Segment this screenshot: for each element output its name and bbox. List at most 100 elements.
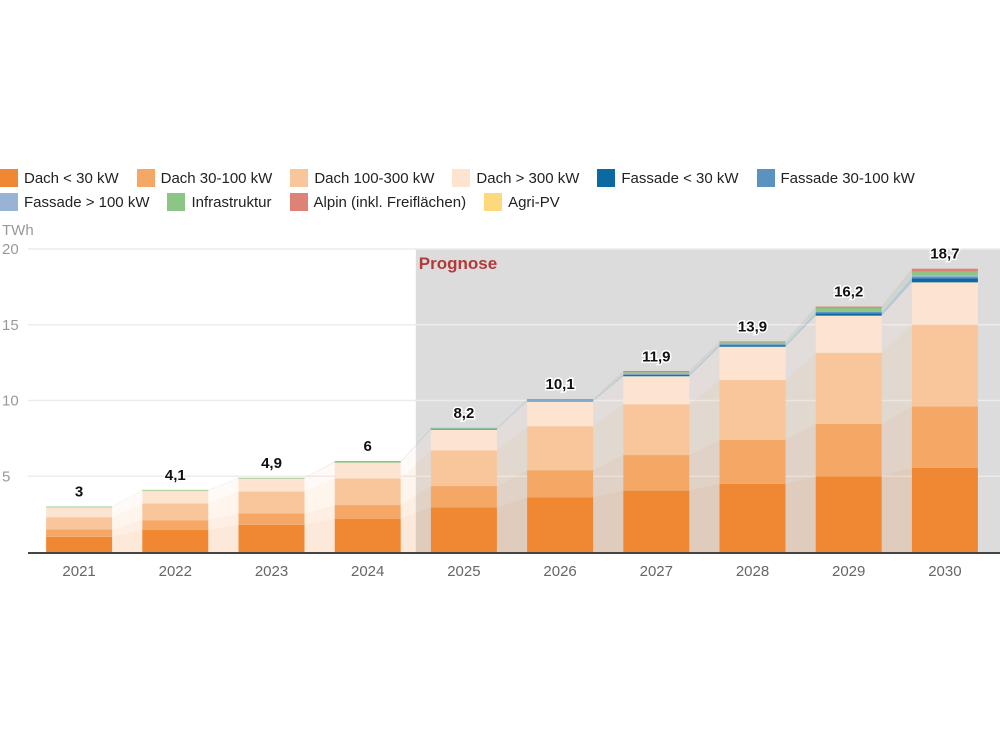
bar-segment-dach-30-100-kw (142, 520, 209, 531)
bar-segment-infrastruktur (911, 271, 978, 276)
bar-segment-dach-30-kw (911, 467, 978, 552)
legend-swatch (289, 193, 308, 211)
connector-area (112, 489, 143, 508)
legend-label: Dach 30-100 kW (160, 169, 273, 187)
connector-area (400, 428, 431, 463)
legend-swatch (484, 193, 503, 211)
bar-segment-dach-300-kw (46, 507, 113, 518)
bar-segment-alpin-inkl-freifl-chen (815, 306, 882, 308)
legend-swatch (290, 169, 309, 187)
connector-area (304, 478, 335, 514)
connector-area (400, 427, 431, 463)
y-tick-label: 15 (2, 317, 19, 334)
connector-area (112, 520, 143, 537)
connector-area (881, 278, 912, 316)
connector-area (400, 429, 431, 479)
connector-area (304, 518, 335, 552)
bar-segment-fassade-100-kw (623, 373, 690, 375)
connector-area (593, 370, 624, 400)
connector-area (881, 282, 912, 353)
bar-segment-dach-100-300-kw (334, 478, 401, 506)
bar-segment-dach-100-300-kw (46, 517, 113, 530)
x-tick-label: 2027 (640, 563, 673, 580)
legend-swatch (0, 169, 18, 187)
x-tick-label: 2028 (736, 563, 769, 580)
connector-area (112, 503, 143, 530)
bar-segment-dach-30-kw (334, 518, 401, 552)
bar-segment-fassade-30-100-kw (815, 312, 882, 314)
connector-area (689, 342, 720, 374)
x-tick-label: 2029 (832, 563, 865, 580)
connector-area (304, 505, 335, 525)
connector-area (593, 374, 624, 401)
legend-item-fassade-30-100-kw: Fassade 30-100 kW (756, 169, 915, 187)
connector-area (881, 324, 912, 424)
x-tick-label: 2030 (928, 563, 961, 580)
total-label: 6 (364, 438, 372, 455)
bar-segment-dach-300-kw (430, 429, 497, 451)
bar-segment-dach-30-kw (719, 483, 786, 552)
bar-segment-dach-300-kw (334, 462, 401, 479)
legend-label: Dach > 300 kW (476, 169, 580, 187)
connector-area (689, 341, 720, 373)
bar-segment-infrastruktur (238, 477, 305, 479)
connector-area (112, 490, 143, 518)
bar-segment-dach-30-100-kw (430, 486, 497, 508)
legend-item-infrastruktur: Infrastruktur (167, 193, 272, 211)
total-label: 18,7 (930, 246, 959, 263)
connector-area (400, 486, 431, 519)
connector-area (881, 271, 912, 311)
y-axis-label: TWh (2, 222, 34, 239)
bar-segment-dach-30-kw (623, 490, 690, 552)
connector-area (785, 476, 816, 552)
x-tick-label: 2021 (62, 563, 95, 580)
bar-segment-dach-30-100-kw (334, 505, 401, 519)
connector-area (785, 307, 816, 344)
connector-area (208, 524, 239, 552)
bar-segment-infrastruktur (142, 489, 209, 491)
bar-segment-dach-100-300-kw (527, 426, 594, 471)
bar-segment-fassade-30-100-kw (623, 374, 690, 376)
legend-item-alpin-inkl-freifl-chen: Alpin (inkl. Freiflächen) (289, 193, 466, 211)
bar-segment-fassade-30-kw (623, 375, 690, 377)
connector-area (400, 450, 431, 506)
bar-segment-dach-30-100-kw (815, 423, 882, 477)
bar-segment-dach-30-100-kw (46, 529, 113, 537)
connector-area (593, 372, 624, 400)
connector-area (304, 461, 335, 479)
x-tick-label: 2022 (159, 563, 192, 580)
connector-area (208, 491, 239, 521)
bar-segment-dach-300-kw (911, 282, 978, 325)
connector-area (593, 376, 624, 427)
legend-row: Fassade > 100 kW Infrastruktur Alpin (inkl… (0, 190, 1000, 214)
legend-item-agri-pv: Agri-PV (484, 193, 560, 211)
bar-segment-dach-30-kw (815, 476, 882, 552)
legend-swatch (0, 193, 18, 211)
bar-segment-dach-100-300-kw (142, 503, 209, 521)
bar-segment-infrastruktur (815, 307, 882, 311)
connector-area (496, 497, 528, 552)
legend-item-dach-300-kw: Dach > 300 kW (452, 169, 579, 187)
connector-area (496, 399, 528, 429)
connector-area (785, 310, 816, 345)
connector-area (881, 275, 912, 313)
bar-segment-dach-30-kw (142, 530, 209, 552)
total-label: 3 (75, 484, 83, 501)
x-tick-label: 2026 (543, 563, 576, 580)
connector-area (400, 428, 431, 463)
y-tick-label: 20 (2, 241, 19, 258)
bar-segment-dach-30-100-kw (719, 439, 786, 484)
bar-segment-dach-300-kw (238, 478, 305, 492)
bar-segment-fassade-100-kw (815, 310, 882, 313)
connector-area (496, 401, 528, 451)
bar-segment-dach-100-300-kw (238, 491, 305, 514)
bar-segment-alpin-inkl-freifl-chen (623, 370, 690, 373)
connector-area (593, 373, 624, 401)
connector-area (785, 352, 816, 440)
bar-segment-alpin-inkl-freifl-chen (334, 461, 401, 462)
total-label: 4,9 (261, 455, 282, 472)
connector-area (785, 306, 816, 343)
legend-swatch (756, 169, 775, 187)
connector-area (496, 470, 528, 508)
